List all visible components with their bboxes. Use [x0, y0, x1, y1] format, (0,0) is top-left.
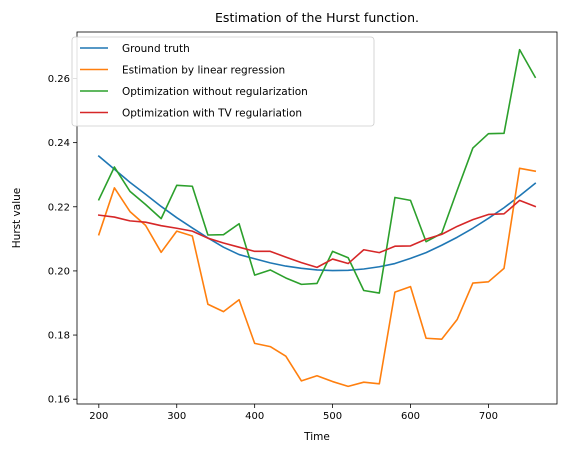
- x-tick-label: 700: [479, 411, 498, 422]
- x-tick-label: 400: [245, 411, 264, 422]
- legend-label-2: Estimation by linear regression: [122, 65, 285, 77]
- series-line-3: [97, 48, 537, 294]
- chart-title: Estimation of the Hurst function.: [215, 10, 419, 25]
- y-tick-label: 0.22: [48, 202, 70, 213]
- legend: Ground truth Estimation by linear regress…: [71, 36, 375, 127]
- x-axis-label: Time: [303, 431, 330, 443]
- y-tick-label: 0.26: [48, 74, 70, 85]
- x-tick-label: 500: [323, 411, 342, 422]
- legend-label-3: Optimization without regularization: [122, 86, 308, 98]
- x-tick-label: 300: [167, 411, 186, 422]
- y-tick-label: 0.16: [48, 395, 70, 406]
- legend-label-4: Optimization with TV regulariation: [122, 108, 302, 120]
- plot-frame: [76, 31, 558, 405]
- x-tick-label: 600: [401, 411, 420, 422]
- x-axis: 200 300 400 500 600 700: [89, 404, 498, 422]
- legend-box: [71, 36, 375, 127]
- y-tick-label: 0.24: [48, 138, 70, 149]
- legend-label-1: Ground truth: [122, 43, 190, 55]
- y-tick-label: 0.18: [48, 331, 70, 342]
- x-tick-label: 200: [89, 411, 108, 422]
- y-axis: 0.16 0.18 0.20 0.22 0.24 0.26: [48, 74, 77, 406]
- series-line-2: [97, 167, 537, 388]
- y-axis-label: Hurst value: [11, 188, 23, 248]
- series-line-4: [97, 199, 537, 269]
- series-layer: [97, 48, 537, 388]
- series-line-1: [97, 154, 537, 272]
- y-tick-label: 0.20: [48, 266, 70, 277]
